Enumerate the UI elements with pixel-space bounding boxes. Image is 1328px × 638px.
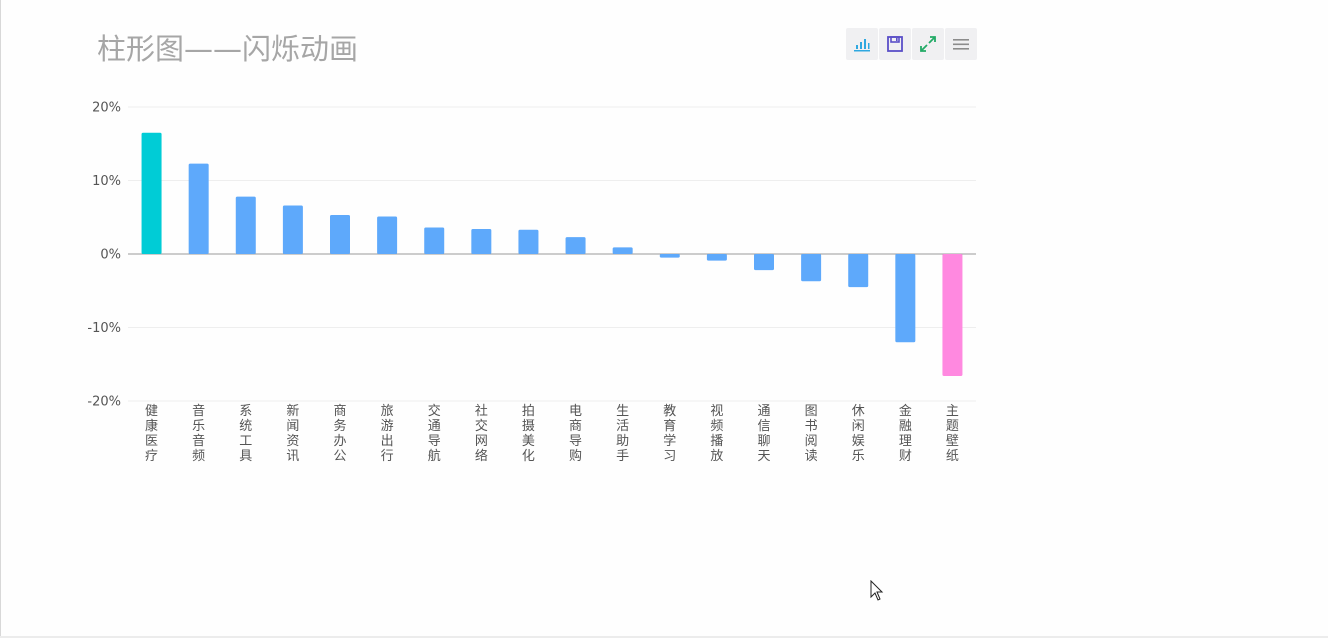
bar[interactable] <box>518 229 539 254</box>
y-tick-label: 20% <box>92 101 121 116</box>
y-tick-label: 10% <box>92 174 121 189</box>
bar[interactable] <box>188 163 209 254</box>
x-tick-label: 教育学习 <box>663 403 676 464</box>
save-icon <box>887 36 903 52</box>
bar[interactable] <box>848 254 869 288</box>
x-tick-label: 金融理财 <box>899 403 912 464</box>
menu-icon <box>953 39 969 50</box>
bar[interactable] <box>895 254 916 343</box>
y-tick-label: -20% <box>87 395 121 410</box>
bar[interactable] <box>612 247 633 254</box>
bar[interactable] <box>754 254 774 271</box>
save-as-image-button[interactable] <box>879 28 911 60</box>
bar[interactable] <box>141 132 162 254</box>
mouse-cursor-icon <box>870 580 884 601</box>
x-tick-label: 通信聊天 <box>757 404 770 464</box>
x-tick-label: 商务办公 <box>333 404 346 464</box>
bar[interactable] <box>377 216 398 254</box>
x-tick-label: 电商导购 <box>569 404 582 464</box>
x-tick-label: 新闻资讯 <box>286 403 299 464</box>
fullscreen-button[interactable] <box>912 28 944 60</box>
x-tick-label: 旅游出行 <box>381 404 394 464</box>
bar[interactable] <box>706 254 727 261</box>
x-tick-label: 主题壁纸 <box>946 404 959 464</box>
fullscreen-icon <box>920 36 936 52</box>
bar[interactable] <box>235 196 256 254</box>
magic-type-button[interactable] <box>846 28 878 60</box>
x-tick-label: 交通导航 <box>428 403 441 464</box>
bar[interactable] <box>424 227 445 254</box>
x-tick-label: 健康医疗 <box>145 404 158 464</box>
frame-bottom-border <box>0 636 1328 638</box>
bar[interactable] <box>565 237 586 254</box>
magic-type-icon <box>854 39 870 52</box>
x-tick-label: 系统工具 <box>239 404 252 464</box>
x-tick-label: 休闲娱乐 <box>852 404 865 464</box>
bar[interactable] <box>471 229 492 254</box>
x-tick-label: 音乐音频 <box>192 403 205 464</box>
x-tick-label: 生活助手 <box>616 404 629 464</box>
x-tick-label: 拍摄美化 <box>522 404 535 464</box>
x-tick-label: 社交网络 <box>475 403 488 464</box>
bar[interactable] <box>282 205 303 254</box>
y-tick-label: -10% <box>87 321 121 336</box>
chart-toolbox <box>846 28 977 60</box>
x-tick-label: 图书阅读 <box>805 404 818 464</box>
chart-title: 柱形图——闪烁动画 <box>97 32 359 66</box>
bar[interactable] <box>330 215 350 254</box>
frame-left-border <box>0 0 1 638</box>
bar[interactable] <box>801 254 822 282</box>
bar[interactable] <box>942 254 963 377</box>
y-tick-label: 0% <box>100 248 121 263</box>
x-tick-label: 视频播放 <box>710 404 723 464</box>
bar[interactable] <box>659 254 680 258</box>
menu-button[interactable] <box>945 28 977 60</box>
